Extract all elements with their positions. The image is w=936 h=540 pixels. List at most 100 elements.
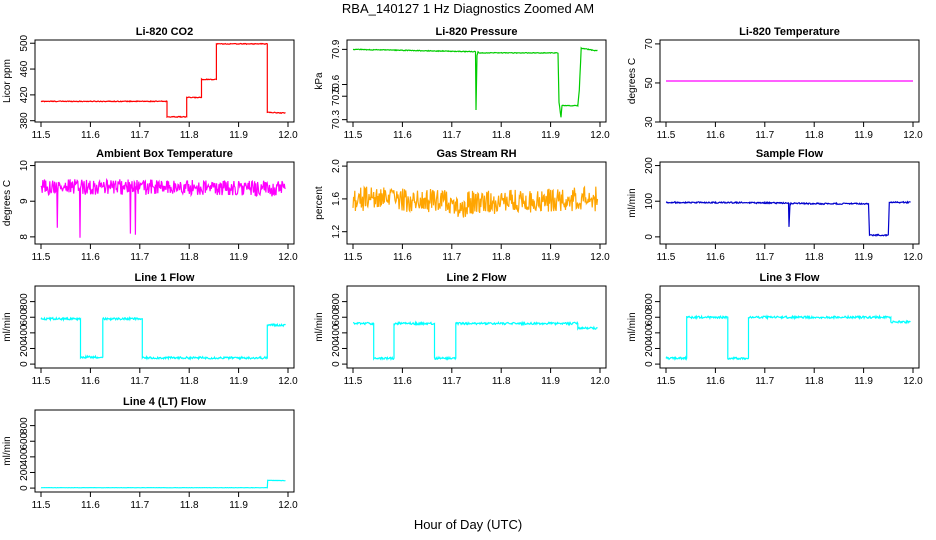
x-tick-label: 11.8 [492,252,511,263]
x-tick-label: 11.8 [805,376,824,387]
panel-8: Line 2 Flow 11.5 11.6 11.7 11.8 11.9 12.0 0 2004… [314,272,610,387]
y-axis-label: ml/min [314,312,325,341]
y-axis-label: Licor ppm [2,59,13,103]
x-tick-label: 11.5 [32,252,51,263]
x-tick-label: 12.0 [278,500,298,511]
y-tick-label: 70.9 [331,39,342,59]
y-tick-label: 1.6 [331,192,342,206]
y-tick-label: 800 [644,293,655,310]
series-line [40,177,286,238]
x-tick-label: 11.6 [393,376,412,387]
series-line [665,314,911,362]
panel-frame [659,285,920,369]
panel-title: Line 1 Flow [135,272,195,284]
x-tick-label: 11.5 [344,376,363,387]
x-tick-label: 11.9 [229,500,248,511]
y-tick-label: 0 [19,361,30,367]
x-tick-label: 11.5 [657,130,676,141]
panel-title: Sample Flow [756,148,824,160]
x-tick-label: 11.8 [180,376,199,387]
series-line [40,315,286,361]
x-tick-label: 11.5 [32,500,51,511]
panel-frame [659,161,920,245]
y-tick-label: 200 [644,340,655,357]
x-tick-label: 11.6 [81,130,100,141]
y-tick-label: 70.5 [331,86,342,106]
y-tick-label: 400 [644,324,655,341]
x-tick-label: 11.9 [541,376,560,387]
x-tick-label: 11.7 [442,252,461,263]
x-tick-label: 11.7 [755,130,774,141]
y-tick-label: 9 [19,198,30,204]
x-tick-label: 12.0 [278,376,298,387]
panel-title: Li-820 Temperature [739,26,840,38]
panel-frame [34,161,295,245]
panel-10: Line 4 (LT) Flow 11.5 11.6 11.7 11.8 11.9 12.0… [2,396,298,511]
y-tick-label: 600 [644,308,655,325]
x-tick-label: 11.6 [706,376,725,387]
panel-title: Li-820 CO2 [136,26,193,38]
panel-1: Li-820 CO2 11.5 11.6 11.7 11.8 11.9 12.0 380 420… [2,26,298,141]
y-axis-label: ml/min [627,188,638,217]
x-tick-label: 11.6 [81,252,100,263]
y-tick-label: 0 [644,361,655,367]
x-tick-label: 12.0 [590,130,610,141]
panel-frame [346,161,607,245]
panel-frame [346,285,607,369]
y-tick-label: 200 [19,464,30,481]
x-tick-label: 11.5 [32,376,51,387]
x-tick-label: 11.7 [130,376,149,387]
x-tick-label: 11.7 [755,252,774,263]
x-tick-label: 12.0 [590,376,610,387]
y-tick-label: 800 [19,417,30,434]
x-tick-label: 11.9 [229,376,248,387]
y-axis-label: ml/min [2,436,13,465]
x-tick-label: 11.8 [180,252,199,263]
y-axis-label: percent [314,186,325,220]
x-tick-label: 11.9 [854,252,873,263]
panel-7: Line 1 Flow 11.5 11.6 11.7 11.8 11.9 12.0 0 2004… [2,272,298,387]
y-tick-label: 2.0 [331,159,342,173]
series-line [40,479,286,489]
y-tick-label: 400 [331,324,342,341]
series-line [665,200,911,237]
panel-title: Ambient Box Temperature [96,148,233,160]
x-tick-label: 11.6 [706,252,725,263]
y-tick-label: 0 [19,485,30,491]
panel-title: Line 4 (LT) Flow [123,396,206,408]
panel-frame [34,39,295,123]
panel-2: Li-820 Pressure 11.5 11.6 11.7 11.8 11.9 12.0 7… [314,26,610,141]
y-tick-label: 420 [19,86,30,103]
x-tick-label: 11.5 [657,376,676,387]
y-tick-label: 500 [19,34,30,51]
y-tick-label: 200 [331,340,342,357]
series-line [352,46,598,118]
x-tick-label: 11.9 [854,376,873,387]
x-tick-label: 11.8 [180,130,199,141]
x-tick-label: 11.9 [541,252,560,263]
y-axis-label: kPa [314,72,325,90]
y-tick-label: 400 [19,324,30,341]
y-tick-label: 460 [19,60,30,77]
x-tick-label: 11.5 [344,130,363,141]
x-tick-label: 12.0 [278,252,298,263]
y-tick-label: 600 [19,432,30,449]
x-tick-label: 11.8 [805,130,824,141]
x-tick-label: 11.5 [32,130,51,141]
y-tick-label: 800 [19,293,30,310]
x-tick-label: 11.7 [442,376,461,387]
x-tick-label: 12.0 [278,130,298,141]
panel-frame [346,39,607,123]
y-tick-label: 600 [19,308,30,325]
panel-title: Li-820 Pressure [436,26,518,38]
series-line [352,185,599,218]
x-tick-label: 11.8 [180,500,199,511]
x-tick-label: 12.0 [903,376,923,387]
panel-title: Line 2 Flow [447,272,507,284]
panel-frame [659,39,920,123]
y-tick-label: 0 [644,234,655,240]
x-tick-label: 11.6 [706,130,725,141]
x-tick-label: 11.6 [393,252,412,263]
x-tick-label: 11.9 [541,130,560,141]
x-axis-title: Hour of Day (UTC) [413,517,523,532]
